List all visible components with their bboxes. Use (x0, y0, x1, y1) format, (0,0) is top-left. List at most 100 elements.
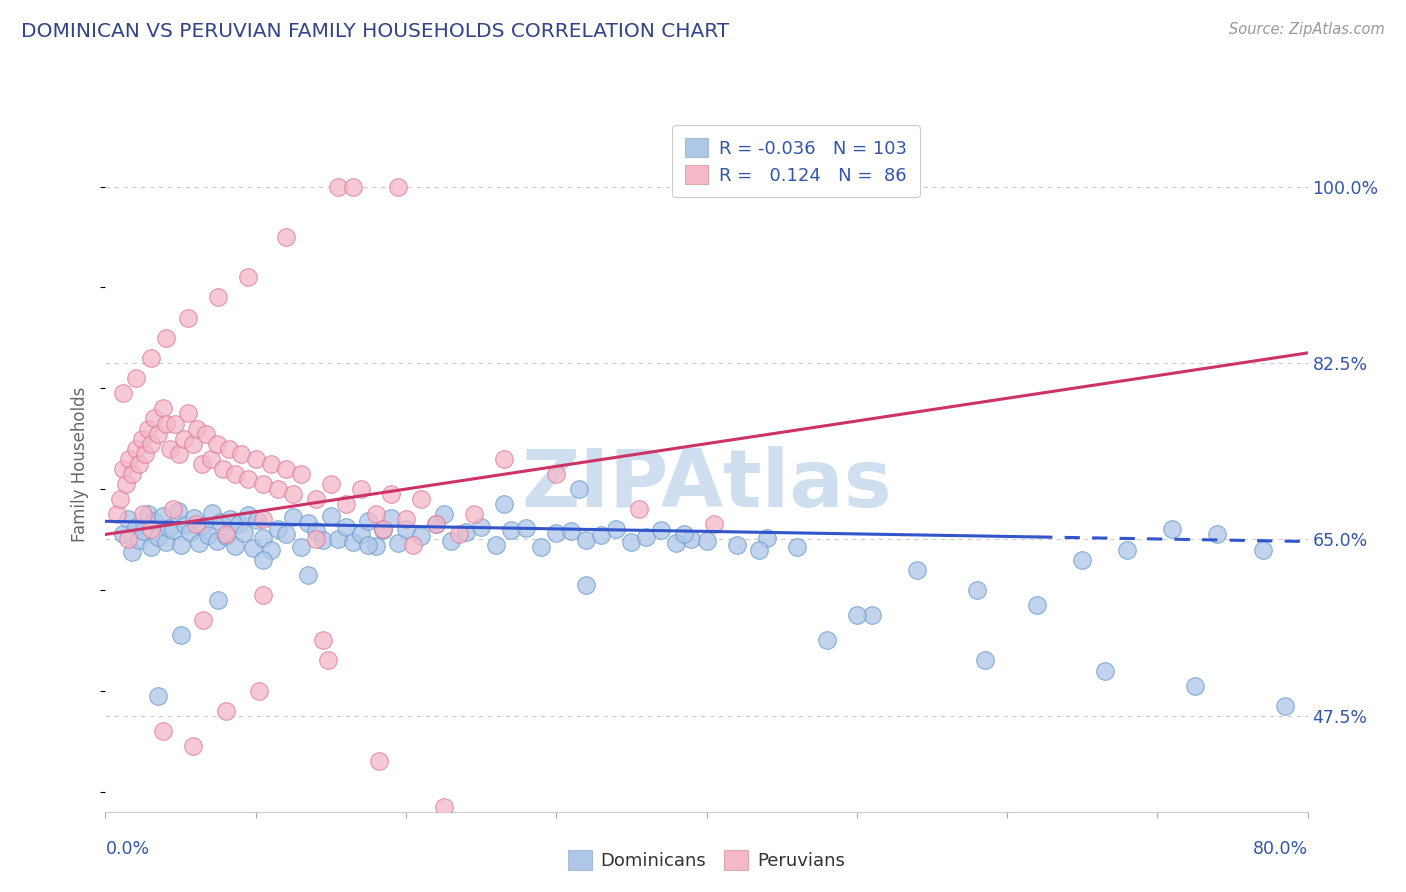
Point (546, 467, 568, 481)
Point (224, 467, 246, 481)
Point (620, 535, 643, 549)
Point (1071, 552, 1094, 566)
Point (845, 608, 868, 623)
Point (492, 497, 515, 511)
Point (118, 451, 141, 466)
Point (364, 539, 387, 553)
Point (627, 502, 650, 516)
Point (905, 563, 928, 577)
Point (725, 537, 748, 551)
Point (605, 522, 627, 536)
Point (142, 514, 165, 528)
Point (169, 628, 191, 642)
Point (966, 582, 988, 597)
Point (696, 534, 718, 549)
Point (146, 426, 169, 441)
Point (200, 451, 222, 466)
Point (177, 406, 200, 420)
Point (207, 593, 229, 607)
Point (316, 653, 339, 667)
Point (447, 527, 470, 541)
Point (636, 531, 658, 545)
Point (224, 539, 246, 553)
Point (328, 533, 350, 547)
Point (232, 526, 254, 541)
Point (665, 536, 688, 550)
Point (373, 524, 395, 538)
Point (121, 544, 143, 558)
Point (242, 541, 264, 555)
Point (152, 509, 174, 524)
Point (245, 451, 267, 466)
Point (1184, 679, 1206, 693)
Point (290, 540, 312, 554)
Point (350, 482, 373, 496)
Point (328, 179, 350, 194)
Point (152, 724, 174, 739)
Point (191, 613, 214, 627)
Point (342, 179, 364, 194)
Point (191, 519, 214, 533)
Point (131, 432, 153, 446)
Point (146, 689, 169, 703)
Point (139, 522, 162, 536)
Point (139, 436, 162, 450)
Point (115, 477, 138, 491)
Point (128, 533, 150, 548)
Point (139, 540, 162, 554)
Point (183, 511, 205, 525)
Point (1026, 598, 1049, 612)
Point (409, 529, 432, 543)
Point (207, 290, 229, 304)
Point (402, 537, 425, 551)
Point (132, 524, 155, 539)
Point (395, 512, 418, 526)
Point (157, 521, 180, 535)
Point (1116, 542, 1139, 557)
Point (146, 531, 169, 545)
Point (252, 532, 274, 546)
Point (155, 331, 177, 345)
Point (274, 462, 297, 476)
Point (195, 426, 218, 441)
Point (387, 179, 409, 194)
Point (134, 447, 156, 461)
Point (815, 633, 838, 648)
Point (128, 457, 150, 471)
Point (124, 442, 146, 456)
Point (110, 492, 132, 507)
Point (252, 552, 274, 566)
Point (181, 436, 204, 450)
Point (184, 517, 207, 532)
Point (238, 508, 260, 523)
Point (246, 513, 269, 527)
Point (136, 508, 159, 522)
Text: Source: ZipAtlas.com: Source: ZipAtlas.com (1229, 22, 1385, 37)
Point (425, 517, 447, 532)
Point (973, 653, 995, 667)
Point (432, 799, 454, 814)
Point (117, 533, 139, 547)
Point (373, 522, 395, 536)
Point (860, 608, 883, 623)
Point (681, 533, 703, 547)
Point (214, 529, 236, 543)
Point (166, 504, 188, 518)
Point (155, 535, 177, 549)
Point (181, 739, 204, 754)
Point (219, 512, 242, 526)
Point (305, 524, 328, 539)
Point (357, 514, 380, 528)
Point (530, 540, 553, 554)
Point (1161, 522, 1184, 536)
Point (173, 432, 195, 446)
Point (214, 704, 236, 718)
Point (267, 482, 290, 496)
Point (591, 528, 613, 542)
Point (703, 517, 725, 532)
Point (290, 467, 312, 481)
Point (155, 417, 177, 431)
Point (409, 492, 432, 507)
Point (650, 524, 672, 538)
Point (312, 633, 335, 648)
